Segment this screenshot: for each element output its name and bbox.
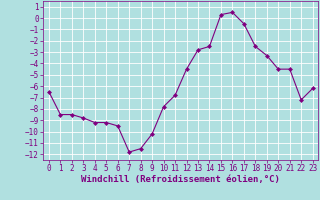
X-axis label: Windchill (Refroidissement éolien,°C): Windchill (Refroidissement éolien,°C) [81,175,280,184]
